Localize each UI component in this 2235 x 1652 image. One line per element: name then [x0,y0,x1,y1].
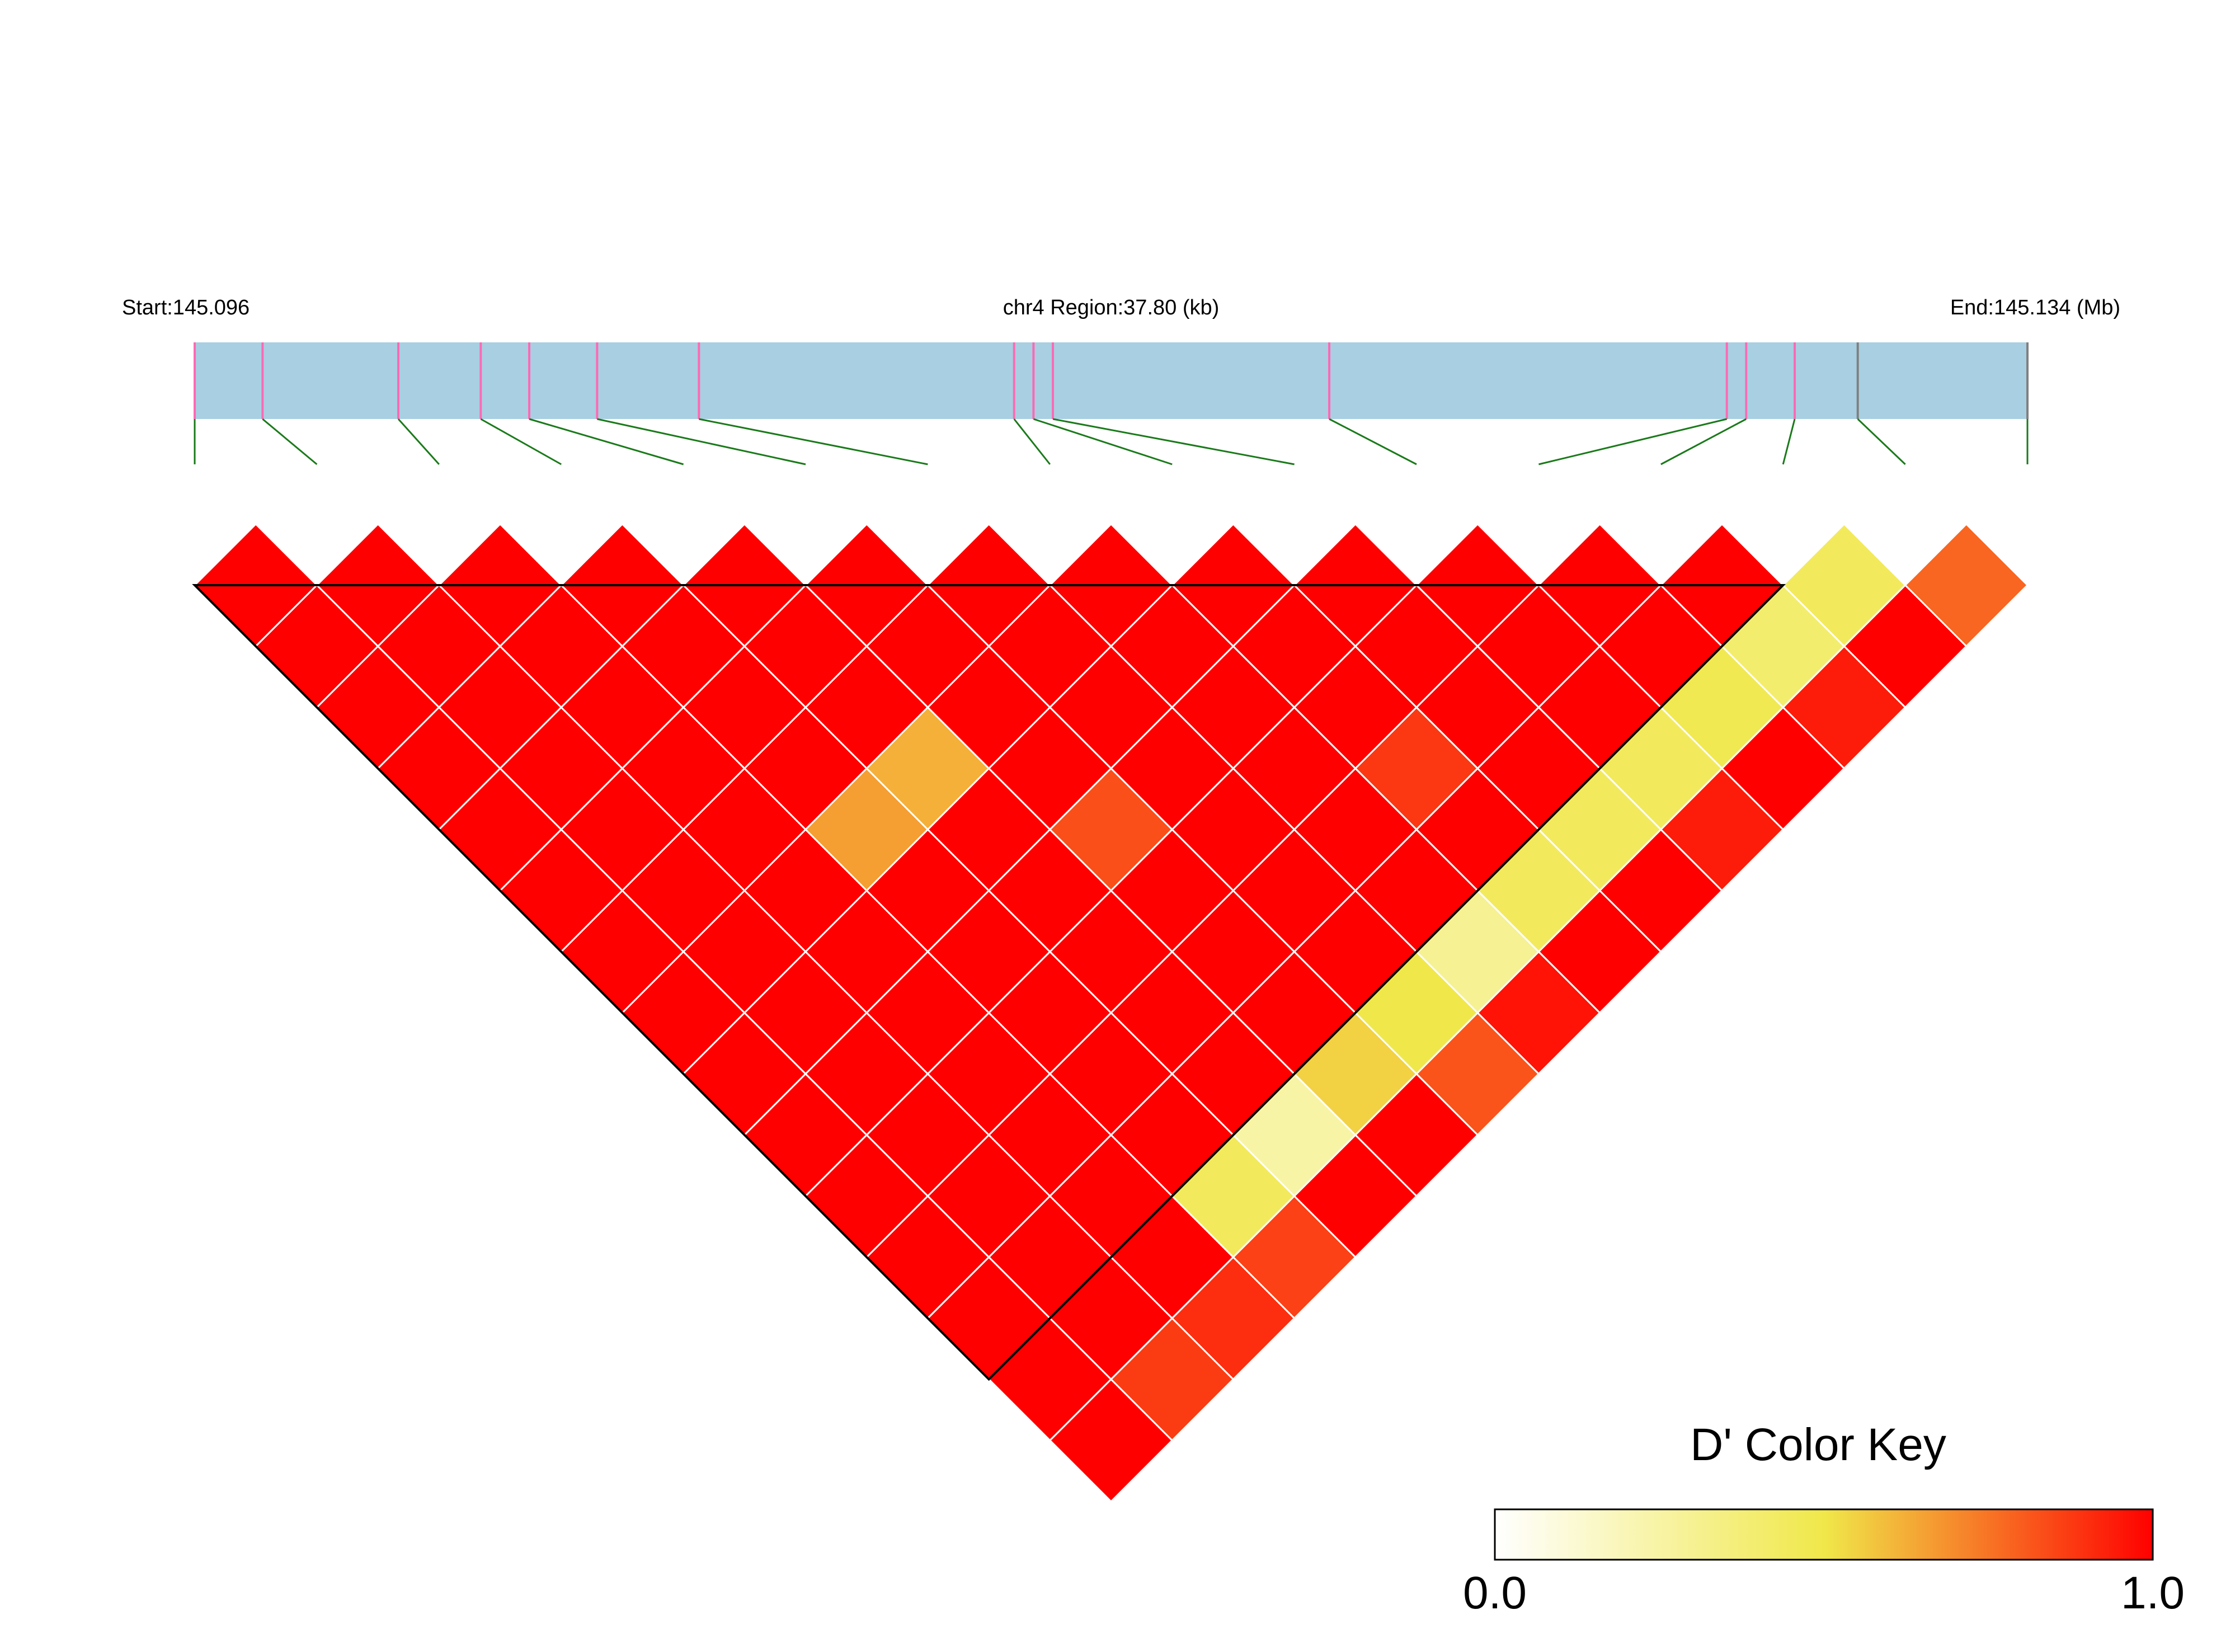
color-key-max-label: 1.0 [2121,1568,2185,1618]
snp-connector-line [529,418,684,465]
snp-connector-line [1329,418,1417,465]
color-key-min-label: 0.0 [1463,1568,1527,1618]
ld-cells [193,523,2029,1503]
snp-connector-line [1857,418,1906,465]
snp-connectors [194,418,2029,465]
region-start-label: Start:145.096 [122,296,250,319]
color-key-gradient [1494,1508,2154,1561]
region-title-label: chr4 Region:37.80 (kb) [1003,296,1220,319]
snp-connector-line [1052,418,1295,465]
snp-connector-line [397,418,440,465]
ld-block-outline [192,584,1786,1381]
region-bar [195,342,2027,419]
snp-connector-line [1538,418,1728,465]
snp-connector-line [262,418,318,465]
snp-connector-line [1660,418,1747,465]
snp-connector-line [480,418,562,465]
color-key-title: D' Color Key [1690,1419,1946,1470]
haplotype-block-outline [192,584,1786,1381]
snp-connector-line [597,418,806,465]
region-end-label: End:145.134 (Mb) [1950,296,2120,319]
snp-connector-line [1013,418,1051,465]
snp-connector-line [1033,418,1173,465]
snp-connector-line [699,418,928,465]
snp-markers [194,342,2029,419]
ld-cell [1904,523,2029,648]
snp-connector-line [1782,418,1796,465]
